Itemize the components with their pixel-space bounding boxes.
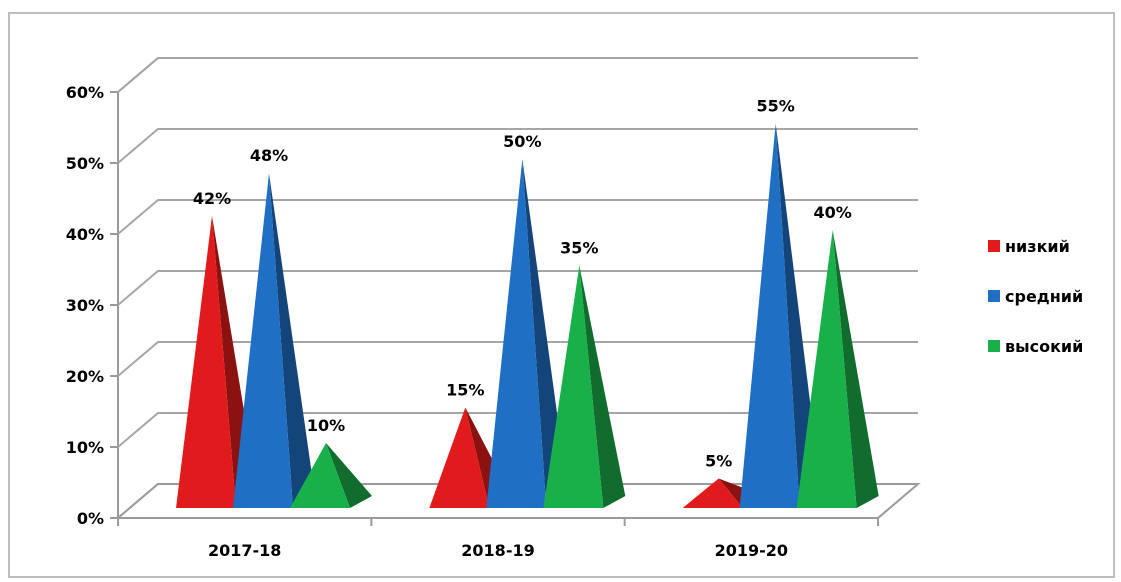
gridline <box>117 341 918 377</box>
y-tick-label: 10% <box>66 438 104 457</box>
legend-label: низкий <box>1005 237 1070 256</box>
data-label: 35% <box>560 239 598 258</box>
pyramid-bar <box>233 173 315 508</box>
data-label: 15% <box>446 381 484 400</box>
pyramid-front-face <box>486 159 547 508</box>
y-tick-label: 50% <box>66 154 104 173</box>
pyramid-side-face <box>326 443 372 508</box>
data-label: 40% <box>814 203 852 222</box>
pyramid-side-face <box>832 230 879 508</box>
data-label: 55% <box>757 97 795 116</box>
gridline <box>117 199 918 235</box>
gridline <box>117 128 918 164</box>
pyramid-front-face <box>233 173 293 508</box>
gridline <box>117 57 918 93</box>
pyramid-bar <box>290 443 372 508</box>
gridline <box>117 270 918 306</box>
gridline <box>117 412 918 448</box>
data-label: 42% <box>193 189 231 208</box>
pyramid-front-face <box>543 265 604 508</box>
pyramid-front-face <box>290 443 350 508</box>
y-tick-label: 30% <box>66 296 104 315</box>
x-tick-label: 2019-20 <box>715 541 788 560</box>
y-tick-label: 20% <box>66 367 104 386</box>
pyramid-front-face <box>682 478 743 508</box>
top-wall-edge <box>117 57 918 93</box>
legend-label: средний <box>1005 287 1083 306</box>
legend-label: высокий <box>1005 337 1083 356</box>
pyramid-side-face <box>269 173 315 508</box>
data-label: 50% <box>503 132 541 151</box>
data-label: 10% <box>307 416 345 435</box>
data-label: 5% <box>705 452 732 471</box>
legend-swatch <box>988 240 1000 252</box>
x-tick-label: 2018-19 <box>461 541 534 560</box>
pyramid-bar <box>543 265 626 508</box>
pyramid-front-face <box>796 230 857 508</box>
pyramid-front-face <box>739 123 800 508</box>
pyramid-bar <box>796 230 879 508</box>
y-tick-label: 40% <box>66 225 104 244</box>
x-tick-label: 2017-18 <box>208 541 281 560</box>
pyramid-front-face <box>429 407 490 508</box>
pyramid-front-face <box>176 215 236 509</box>
y-tick-label: 60% <box>66 83 104 102</box>
legend-swatch <box>988 290 1000 302</box>
bars-layer <box>176 123 879 509</box>
labels-layer: 0% 10% 20% 30% 40% 50% 60% 2017-18 2018-19 2019-2… <box>66 83 852 560</box>
data-label: 48% <box>250 146 288 165</box>
pyramid-side-face <box>579 265 626 508</box>
y-tick-label: 0% <box>77 509 104 528</box>
legend: низкий средний высокий <box>988 237 1083 356</box>
legend-swatch <box>988 340 1000 352</box>
